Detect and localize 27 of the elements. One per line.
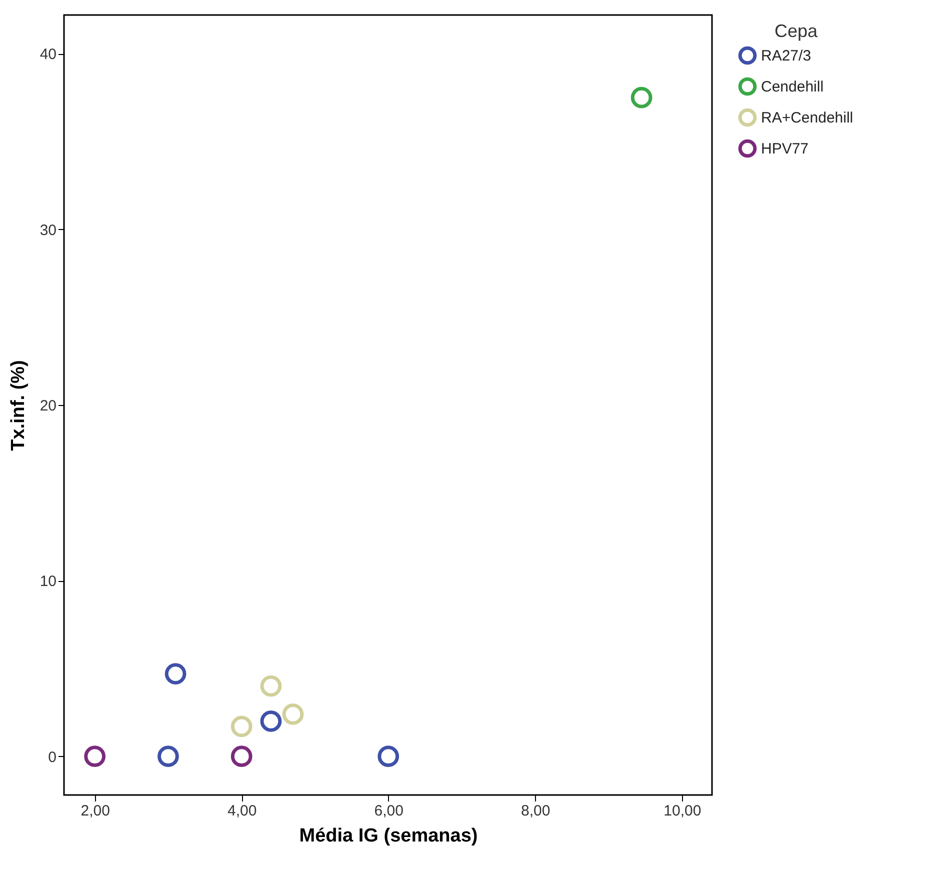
point (282, 704, 304, 725)
point (84, 746, 106, 768)
x-axis-title: Média IG (semanas) (299, 826, 478, 846)
legend-label: RA27/3 (761, 48, 812, 64)
point (230, 716, 252, 738)
point (378, 746, 400, 768)
point (630, 86, 652, 108)
y-tick-label: 30 (40, 222, 56, 239)
point (260, 710, 282, 732)
legend-title: Cepa (774, 21, 819, 41)
y-tick-label: 0 (48, 748, 56, 766)
point (260, 675, 282, 697)
x-tick-label: 10,00 (664, 802, 702, 820)
point (164, 663, 186, 684)
y-tick-label: 40 (40, 46, 56, 64)
y-tick-label: 20 (40, 398, 56, 414)
x-tick-label: 4,00 (227, 802, 257, 820)
legend-label: HPV77 (761, 140, 809, 158)
y-axis-title: Tx.inf. (%) (8, 360, 29, 451)
legend-label: RA+Cendehill (761, 110, 854, 126)
legend-label: Cendehill (761, 78, 824, 96)
point (230, 746, 252, 768)
x-tick-label: 6,00 (374, 802, 404, 820)
x-tick-label: 2,00 (80, 802, 110, 820)
point (158, 746, 179, 768)
x-tick-label: 8,00 (521, 802, 550, 820)
y-tick-label: 10 (40, 573, 56, 590)
